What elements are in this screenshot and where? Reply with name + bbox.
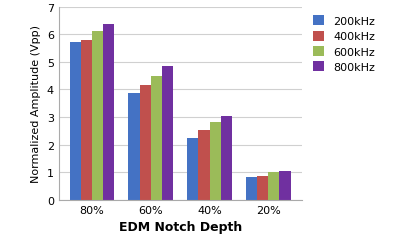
Bar <box>70 43 81 200</box>
Bar <box>221 116 232 200</box>
Bar <box>268 172 279 200</box>
Bar <box>187 138 198 200</box>
Bar <box>129 94 140 200</box>
Bar <box>151 76 162 200</box>
Bar <box>198 131 210 200</box>
Bar <box>81 40 92 200</box>
Bar <box>246 178 257 200</box>
Bar <box>103 26 114 200</box>
X-axis label: EDM Notch Depth: EDM Notch Depth <box>119 220 242 233</box>
Bar <box>257 176 268 200</box>
Bar <box>162 67 173 200</box>
Bar <box>279 171 291 200</box>
Bar <box>92 32 103 200</box>
Bar <box>140 86 151 200</box>
Bar <box>210 123 221 200</box>
Legend: 200kHz, 400kHz, 600kHz, 800kHz: 200kHz, 400kHz, 600kHz, 800kHz <box>310 13 378 76</box>
Y-axis label: Normalized Amplitude (Vpp): Normalized Amplitude (Vpp) <box>31 25 41 182</box>
